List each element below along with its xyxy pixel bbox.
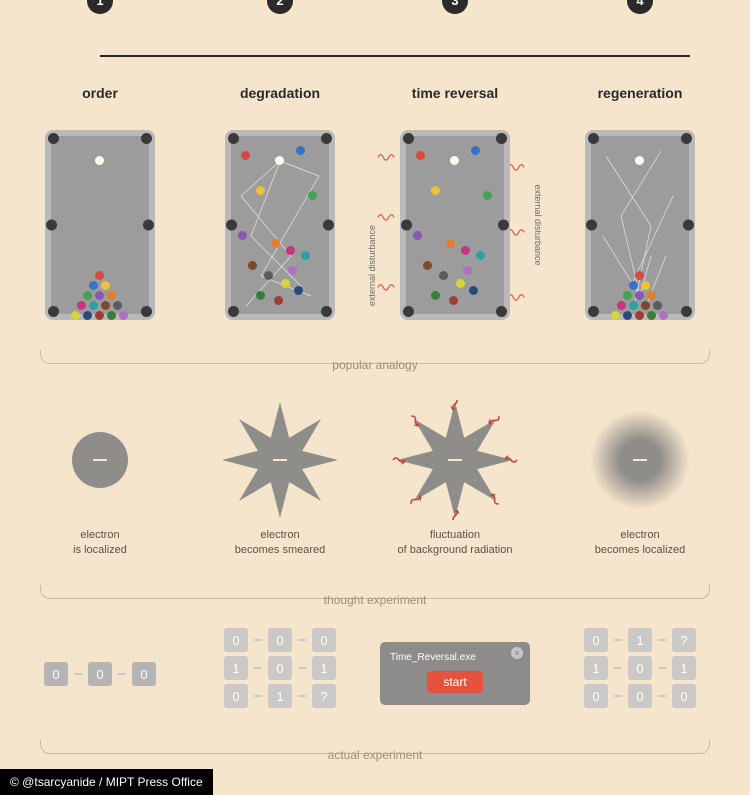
cubits-degraded: 00010101? — [224, 624, 336, 712]
step-dot-3: 3 — [442, 0, 468, 14]
cubit-row: 000 00010101? Time_Reversal.exestart× 01… — [0, 620, 750, 730]
step-dot-1: 1 — [87, 0, 113, 14]
section-label-electron: thought experiment — [324, 593, 427, 607]
section-label-cubit: actual experiment — [328, 748, 423, 762]
step-dot-4: 4 — [627, 0, 653, 14]
electron-row: electronis localized electronbecomes sme… — [0, 400, 750, 570]
pool-table-regeneration — [580, 130, 700, 330]
time-reversal-exe: Time_Reversal.exestart× — [380, 642, 530, 705]
pool-table-time-reversal: external disturbanceexternal disturbance — [395, 130, 515, 330]
step-label-4: regeneration — [598, 85, 683, 101]
cubits-regenerated: 01?101000 — [584, 624, 696, 712]
step-dot-2: 2 — [267, 0, 293, 14]
cubits-order: 000 — [44, 658, 156, 690]
electron-smeared: electronbecomes smeared — [200, 400, 360, 558]
pool-table-degradation — [220, 130, 340, 330]
step-label-2: degradation — [240, 85, 320, 101]
timeline — [100, 55, 690, 57]
close-icon[interactable]: × — [511, 647, 523, 659]
electron-relocalized: electronbecomes localized — [560, 400, 720, 558]
step-label-1: order — [82, 85, 118, 101]
section-label-pool: popular analogy — [332, 358, 417, 372]
pool-table-order — [40, 130, 160, 330]
credit-badge: © @tsarcyanide / MIPT Press Office — [0, 769, 213, 795]
step-label-3: time reversal — [412, 85, 498, 101]
electron-fluctuation: fluctuationof background radiation — [375, 400, 535, 558]
start-button[interactable]: start — [427, 671, 482, 693]
electron-localized: electronis localized — [20, 400, 180, 558]
pool-tables-row: external disturbanceexternal disturbance — [0, 130, 750, 340]
